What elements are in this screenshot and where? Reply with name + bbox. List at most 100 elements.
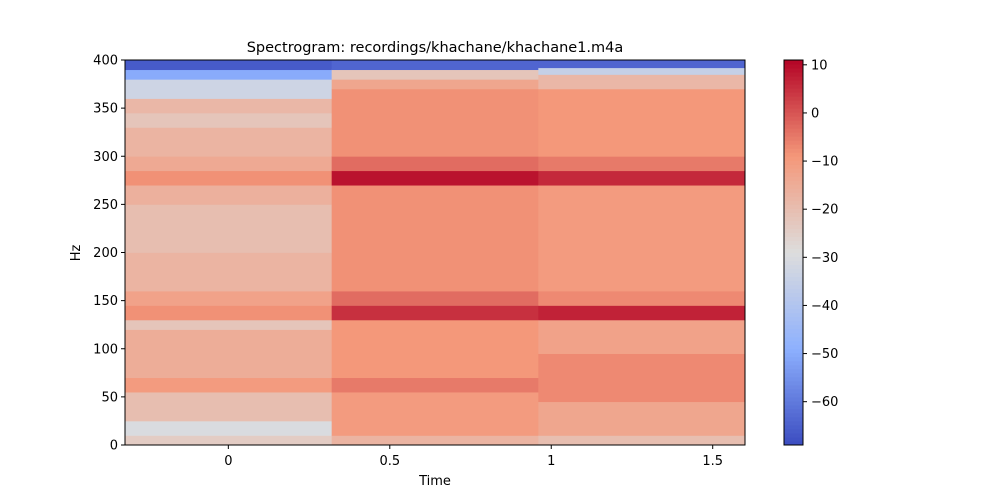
colorbar-strip (784, 120, 803, 125)
colorbar-strip (784, 152, 803, 157)
colorbar-strip (784, 324, 803, 330)
colorbar-strip (784, 72, 803, 77)
heatmap-cell-f2-b8 (538, 156, 746, 172)
colorbar-strip (784, 264, 803, 270)
colorbar-strip (784, 240, 803, 245)
colorbar-strip (784, 436, 803, 442)
heatmap-cell-f1-b1 (331, 392, 539, 436)
colorbar-strip (784, 148, 803, 153)
colorbar-ticks: 10 0 −10 −20 −30 −40 −50 −60 (803, 58, 838, 410)
colorbar-strip (784, 420, 803, 426)
colorbar-strip (784, 352, 803, 358)
heatmap-cell-f2-b2 (538, 353, 746, 403)
colorbar-tick-label: −10 (811, 155, 838, 170)
colorbar-strip (784, 156, 803, 161)
y-tick-label: 100 (93, 342, 118, 357)
colorbar-strip (784, 272, 803, 278)
heatmap-cell-f0-b8 (125, 252, 333, 292)
colorbar-strip (784, 388, 803, 394)
heatmap-cell-f0-b10 (125, 185, 333, 205)
heatmap-cell-f0-b13 (125, 127, 333, 157)
plot-area (124, 59, 746, 446)
heatmap-cell-f0-b17 (125, 69, 333, 80)
heatmap-cell-f1-b8 (331, 156, 539, 172)
colorbar: 10 0 −10 −20 −30 −40 −50 −60 (783, 58, 838, 446)
colorbar-strip (784, 392, 803, 398)
heatmap-cell-f2-b4 (538, 305, 746, 321)
colorbar-strip (784, 340, 803, 346)
x-tick-label: 0.5 (379, 454, 400, 469)
colorbar-strip (784, 248, 803, 253)
heatmap-cell-f1-b11 (331, 69, 539, 80)
colorbar-strip (784, 376, 803, 382)
heatmap-cell-f2-b6 (538, 185, 746, 292)
colorbar-strip (784, 208, 803, 213)
colorbar-strip (784, 112, 803, 117)
heatmap-cell-f0-b16 (125, 79, 333, 99)
colorbar-strip (784, 92, 803, 97)
colorbar-strip (784, 312, 803, 318)
x-axis-label: Time (418, 474, 451, 489)
heatmap-cell-f0-b1 (125, 420, 333, 436)
heatmap-cell-f1-b10 (331, 79, 539, 90)
colorbar-gradient (784, 60, 803, 446)
colorbar-strip (784, 212, 803, 217)
colorbar-strip (784, 144, 803, 149)
heatmap-cell-f1-b9 (331, 88, 539, 157)
colorbar-strip (784, 180, 803, 185)
colorbar-strip (784, 116, 803, 121)
colorbar-strip (784, 396, 803, 402)
heatmap-cell-f0-b15 (125, 98, 333, 114)
y-tick-label: 200 (93, 246, 118, 261)
heatmap-cell-f2-b10 (538, 74, 746, 90)
heatmap-cell-f0-b3 (125, 377, 333, 393)
colorbar-strip (784, 328, 803, 334)
heatmap-cell-f0-b5 (125, 319, 333, 330)
colorbar-tick-label: 0 (811, 106, 819, 121)
colorbar-strip (784, 100, 803, 105)
heatmap-cell-f0-b11 (125, 170, 333, 186)
heatmap-cell-f1-b4 (331, 305, 539, 321)
heatmap-cell-f0-b9 (125, 204, 333, 253)
colorbar-strip (784, 428, 803, 434)
colorbar-strip (784, 280, 803, 286)
colorbar-strip (784, 344, 803, 350)
colorbar-strip (784, 300, 803, 306)
colorbar-strip (784, 440, 803, 446)
y-tick-label: 50 (101, 390, 118, 405)
colorbar-strip (784, 260, 803, 266)
colorbar-strip (784, 108, 803, 113)
colorbar-strip (784, 416, 803, 422)
colorbar-strip (784, 124, 803, 129)
y-tick-label: 0 (110, 439, 118, 454)
heatmap-cell-f1-b6 (331, 185, 539, 292)
y-axis: 0 50 100 150 200 250 300 350 400 (93, 54, 125, 454)
x-axis: 0 0.5 1 1.5 (224, 445, 723, 469)
colorbar-strip (784, 224, 803, 229)
colorbar-strip (784, 296, 803, 302)
colorbar-strip (784, 412, 803, 418)
colorbar-strip (784, 84, 803, 89)
heatmap-cell-f2-b0 (538, 435, 746, 446)
heatmap-cell-f0-b6 (125, 305, 333, 321)
colorbar-strip (784, 176, 803, 181)
x-tick-label: 0 (224, 454, 232, 469)
colorbar-strip (784, 204, 803, 209)
colorbar-strip (784, 188, 803, 193)
colorbar-strip (784, 168, 803, 173)
colorbar-frame (783, 59, 804, 446)
colorbar-strip (784, 60, 803, 65)
colorbar-strip (784, 64, 803, 69)
heatmap-cell-f2-b1 (538, 401, 746, 436)
heatmap-cell-f2-b7 (538, 170, 746, 186)
colorbar-strip (784, 424, 803, 430)
colorbar-strip (784, 244, 803, 249)
heatmap-cell-f0-b0 (125, 435, 333, 446)
colorbar-strip (784, 288, 803, 294)
chart-title: Spectrogram: recordings/khachane/khachan… (247, 40, 624, 56)
colorbar-strip (784, 316, 803, 322)
colorbar-strip (784, 172, 803, 177)
colorbar-strip (784, 356, 803, 362)
colorbar-tick-label: −30 (811, 251, 838, 266)
